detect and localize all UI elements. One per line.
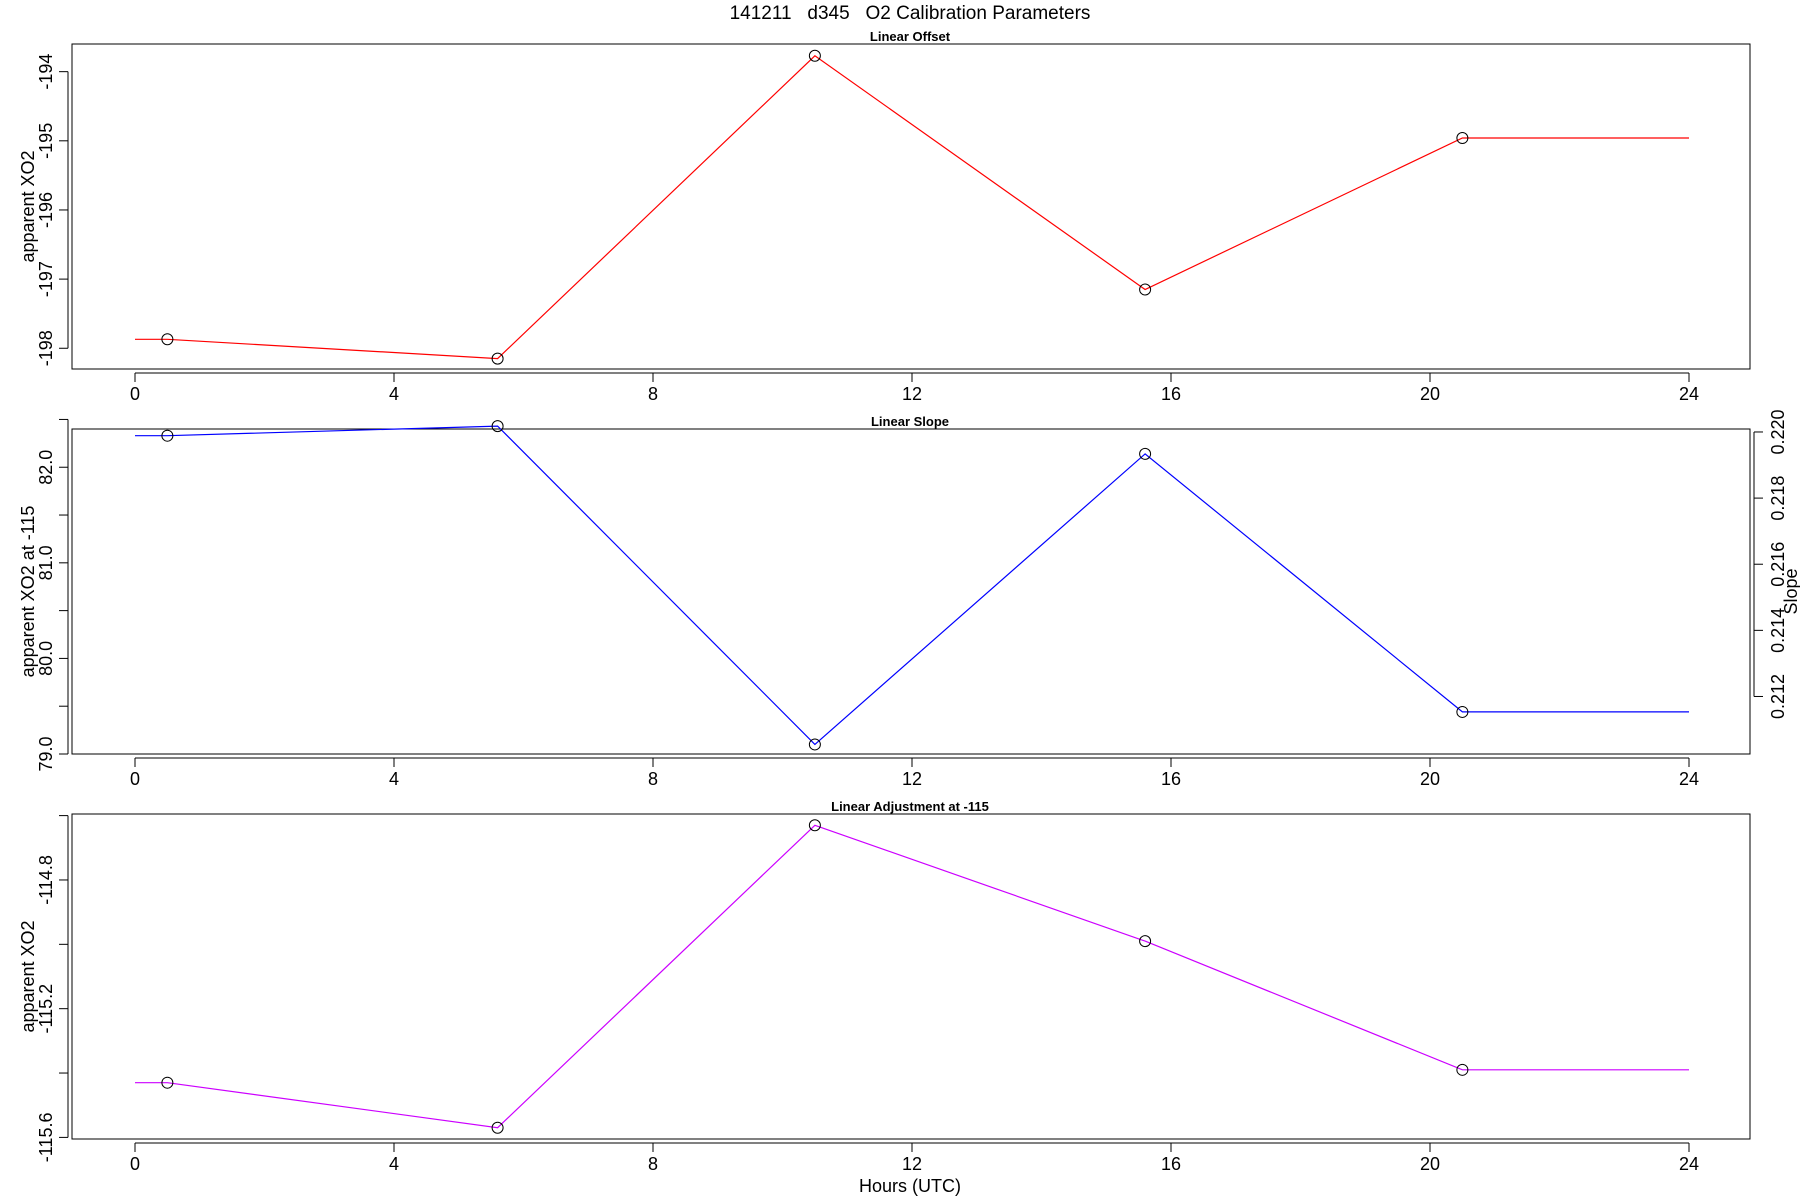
y-tick-label: 79.0 (36, 736, 56, 771)
y-tick-label: -114.8 (36, 855, 56, 905)
y-tick-label: -115.6 (36, 1113, 56, 1163)
panel-title: Linear Adjustment at -115 (831, 799, 989, 814)
panel-title: Linear Offset (870, 29, 951, 44)
y-tick-label: -198 (36, 330, 56, 366)
data-point (1139, 447, 1152, 460)
x-tick-label: 8 (648, 384, 658, 404)
x-tick-label: 16 (1161, 384, 1181, 404)
x-tick-label: 20 (1420, 1154, 1440, 1174)
x-tick-label: 8 (648, 769, 658, 789)
x-tick-label: 12 (902, 1154, 922, 1174)
y-tick-label: -194 (36, 54, 56, 90)
y-tick-label: 81.0 (36, 545, 56, 580)
x-tick-label: 16 (1161, 1154, 1181, 1174)
x-tick-label: 12 (902, 769, 922, 789)
plot-frame (71, 428, 1751, 755)
chart-panels: Linear Offset 0 4 8 12 16 20 24 -198 -197 -196 -195… (18, 29, 1800, 1174)
y-tick-label: 82.0 (36, 450, 56, 485)
data-point (1456, 132, 1469, 145)
x-tick-label: 4 (389, 384, 399, 404)
panel-1: Linear Offset 0 4 8 12 16 20 24 -198 -197 -196 -195… (18, 29, 1751, 404)
plot-frame (71, 43, 1751, 370)
data-point (491, 352, 504, 365)
y-tick-label: 80.0 (36, 641, 56, 676)
data-point (161, 333, 174, 346)
y-axis-label: apparent XO2 at -115 (18, 506, 38, 678)
figure-title: 141211 d345 O2 Calibration Parameters (730, 3, 1091, 24)
x-tick-label: 4 (389, 1154, 399, 1174)
x-tick-label: 8 (648, 1154, 658, 1174)
data-point (1139, 935, 1152, 948)
y2-axis-label: Slope (1781, 568, 1800, 614)
x-tick-label: 0 (130, 769, 140, 789)
y-tick-label: -196 (36, 192, 56, 228)
x-axis-label: Hours (UTC) (859, 1176, 961, 1196)
x-tick-label: 12 (902, 384, 922, 404)
y-axis-label: apparent XO2 (18, 920, 38, 1032)
x-tick-label: 4 (389, 769, 399, 789)
data-point (491, 420, 504, 433)
data-point (491, 1121, 504, 1134)
x-tick-label: 20 (1420, 384, 1440, 404)
series-line (135, 55, 1689, 360)
x-tick-label: 24 (1679, 384, 1699, 404)
data-point (161, 429, 174, 442)
y2-tick-label: 0.220 (1768, 409, 1788, 454)
plot-frame (71, 813, 1751, 1140)
y-tick-label: -115.2 (36, 984, 56, 1034)
series-line (135, 824, 1689, 1129)
y2-tick-label: 0.216 (1768, 542, 1788, 587)
x-tick-label: 0 (130, 384, 140, 404)
data-point (1456, 1063, 1469, 1076)
panel-2: Linear Slope 0 4 8 12 16 20 24 79.0 80.0 81.0 82.0 a… (18, 409, 1800, 789)
y2-tick-label: 0.218 (1768, 476, 1788, 521)
data-point (808, 738, 821, 751)
x-tick-label: 20 (1420, 769, 1440, 789)
x-tick-label: 24 (1679, 1154, 1699, 1174)
y-axis-label: apparent XO2 (18, 150, 38, 262)
y2-tick-label: 0.212 (1768, 674, 1788, 719)
data-point (1456, 705, 1469, 718)
data-point (808, 819, 821, 832)
y-tick-label: -195 (36, 123, 56, 159)
x-tick-label: 0 (130, 1154, 140, 1174)
panel-3: Linear Adjustment at -115 0 4 8 12 16 20 24 -115… (18, 799, 1751, 1174)
x-tick-label: 24 (1679, 769, 1699, 789)
panel-title: Linear Slope (871, 414, 949, 429)
y2-tick-label: 0.214 (1768, 608, 1788, 653)
data-point (808, 49, 821, 62)
x-tick-label: 16 (1161, 769, 1181, 789)
data-point (161, 1076, 174, 1089)
series-line (135, 425, 1689, 746)
y-tick-label: -197 (36, 261, 56, 297)
data-point (1139, 283, 1152, 296)
